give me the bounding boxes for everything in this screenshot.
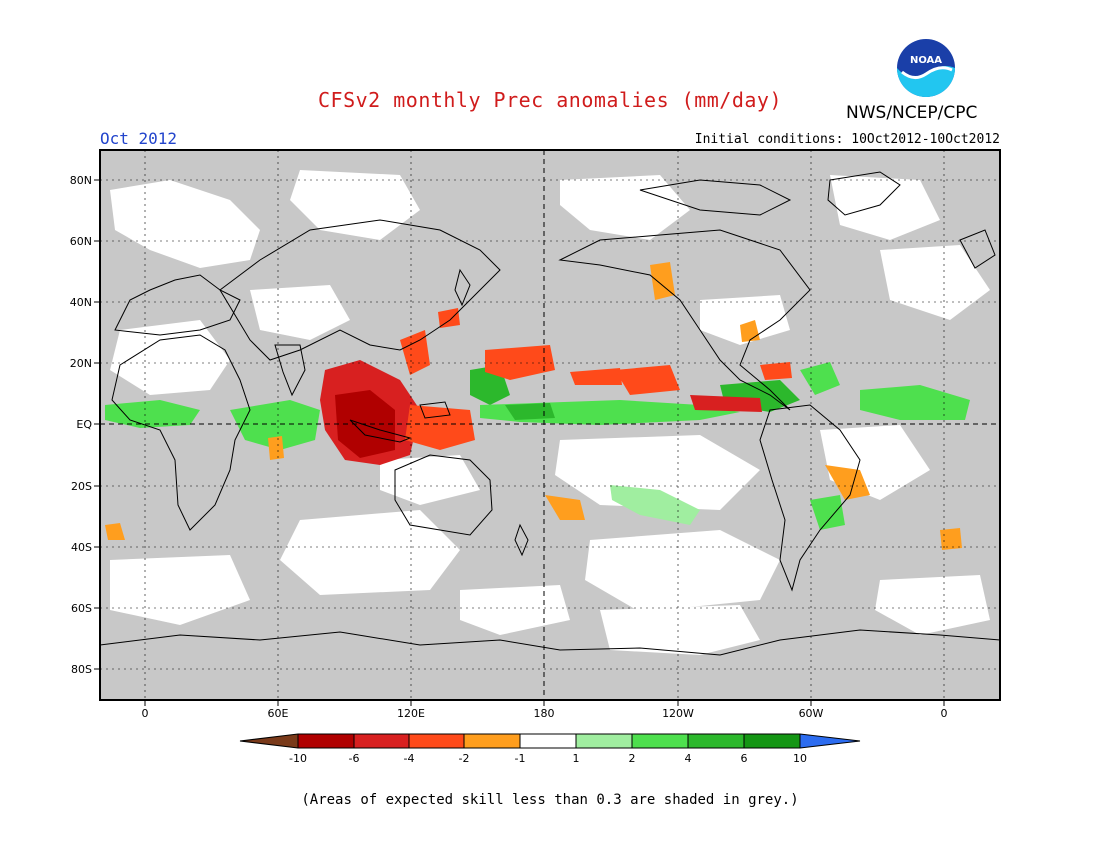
skill-footnote: (Areas of expected skill less than 0.3 a… [301,792,799,808]
colorbar-tick-label: 4 [685,752,692,765]
colorbar-tick-label: -2 [459,752,470,765]
lat-label: 40S [71,541,92,554]
lon-label: 120W [662,707,694,720]
colorbar-lower-arrow [240,734,298,748]
colorbar: -10 -6 -4 -2 -1 1 2 4 6 10 [239,733,861,765]
colorbar-swatch [409,734,464,748]
lon-ticks [144,700,945,706]
colorbar-tick-label: -6 [349,752,360,765]
gridlines [100,150,1000,700]
lat-label: 80S [71,663,92,676]
colorbar-swatch [688,734,744,748]
colorbar-swatch [298,734,354,748]
lat-label: 40N [70,296,92,309]
colorbar-upper-arrow [800,734,860,748]
lat-label: 20S [71,480,92,493]
agency-label: NWS/NCEP/CPC [846,103,978,123]
map-plot-area [99,149,1001,701]
colorbar-swatch [744,734,800,748]
lon-label: 60W [799,707,824,720]
colorbar-tick-label: 1 [573,752,580,765]
lon-labels: 0 60E 120E 180 120W 60W 0 [142,707,948,720]
lat-label: 80N [70,174,92,187]
lat-label: 60N [70,235,92,248]
lon-label: 180 [534,707,555,720]
lat-ticks [94,179,100,670]
colorbar-tick-label: 10 [793,752,807,765]
colorbar-swatch [520,734,576,748]
map-frame [99,149,1001,701]
colorbar-tick-label: -4 [404,752,415,765]
lon-label: 60E [268,707,289,720]
colorbar-tick-label: -1 [515,752,526,765]
lat-label: EQ [76,418,92,431]
coastlines [99,171,1001,656]
noaa-logo-text: NOAA [910,55,942,66]
colorbar-swatch [354,734,409,748]
initial-conditions-label: Initial conditions: 10Oct2012-10Oct2012 [694,132,1000,147]
colorbar-tick-label: -10 [289,752,307,765]
lon-label: 120E [397,707,425,720]
lon-label: 0 [142,707,149,720]
colorbar-swatch [632,734,688,748]
chart-title: CFSv2 monthly Prec anomalies (mm/day) [317,88,783,112]
lon-label: 0 [941,707,948,720]
lat-label: 20N [70,357,92,370]
colorbar-tick-label: 2 [629,752,636,765]
skill-white-regions [110,170,990,655]
colorbar-tick-label: 6 [741,752,748,765]
noaa-logo: NOAA [897,39,955,97]
colorbar-swatch [464,734,520,748]
lat-labels: 80N 60N 40N 20N EQ 20S 40S 60S 80S [70,174,93,676]
month-label: Oct 2012 [100,129,178,148]
colorbar-swatch [576,734,632,748]
lat-label: 60S [71,602,92,615]
positive-anomaly-regions [105,362,970,530]
